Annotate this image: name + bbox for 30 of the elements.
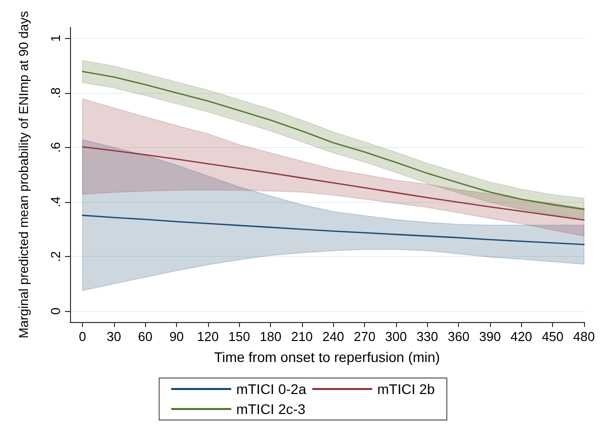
x-tick-label: 330 (416, 329, 438, 344)
y-tick-label: .8 (48, 87, 63, 98)
x-tick-label: 150 (228, 329, 250, 344)
x-tick-label: 90 (169, 329, 184, 344)
y-tick-label: 0 (48, 307, 63, 315)
line-series (82, 214, 585, 246)
x-tick-label: 300 (385, 329, 407, 344)
y-tick-label: .6 (48, 142, 63, 153)
x-tick-label: 360 (448, 329, 470, 344)
x-tick-label: 180 (260, 329, 282, 344)
x-tick-label: 450 (542, 329, 564, 344)
y-tick-label: .2 (48, 251, 63, 262)
x-tick-label: 480 (573, 329, 595, 344)
x-tick-label: 240 (322, 329, 344, 344)
legend-label: mTICI 0-2a (236, 381, 306, 397)
x-tick-label: 270 (354, 329, 376, 344)
y-axis-title: Marginal predicted mean probability of ENImp at 90 days (16, 10, 31, 338)
y-tick-label: .4 (48, 196, 63, 208)
x-tick-label: 390 (479, 329, 501, 344)
line-series (82, 146, 585, 221)
y-tick-label: 1 (48, 34, 63, 42)
x-axis-title: Time from onset to reperfusion (min) (214, 349, 440, 365)
x-tick-label: 210 (291, 329, 313, 344)
x-tick-label: 30 (106, 329, 122, 344)
x-tick-label: 420 (510, 329, 532, 344)
x-tick-label: 120 (197, 329, 219, 344)
legend-label: mTICI 2c-3 (236, 401, 306, 417)
x-tick-label: 0 (78, 329, 86, 344)
legend-label: mTICI 2b (377, 381, 436, 397)
x-tick-label: 60 (138, 329, 152, 344)
